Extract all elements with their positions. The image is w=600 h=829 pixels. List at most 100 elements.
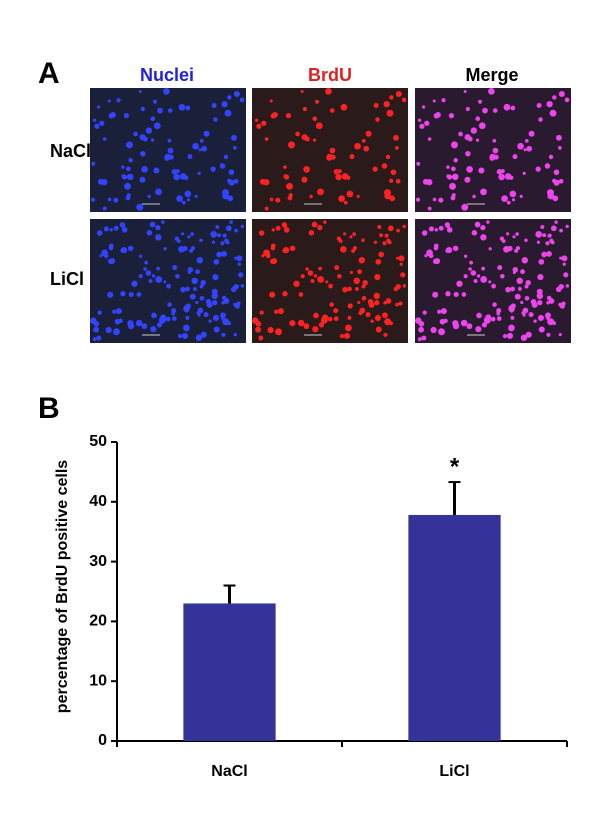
cell [398,255,405,262]
cell [167,147,174,154]
cell [553,169,560,176]
cell [548,298,555,304]
cell [386,238,391,244]
cell [323,220,327,224]
cell [349,270,353,275]
cell [453,158,458,163]
cell [315,99,319,104]
cell [135,319,143,327]
cell [503,103,511,111]
cell [512,154,518,160]
cell [428,253,434,259]
cell [185,286,190,292]
cell [461,203,469,211]
cell [501,239,506,243]
cell [113,197,119,203]
cell [217,233,222,238]
micrograph-background [252,219,408,343]
cell [123,113,130,119]
cell [496,311,501,316]
cell [118,318,123,324]
cell [270,245,276,251]
cell [153,122,161,130]
cell [445,248,451,253]
cell [180,286,186,293]
x-tick-label: LiCl [439,763,469,780]
cell [96,335,102,341]
cell [417,337,422,342]
cell [515,232,519,236]
cell [107,197,112,202]
cell [283,174,288,179]
cell [511,198,516,202]
cell [264,206,269,211]
cell [224,109,232,117]
cell [334,265,340,271]
cell [473,278,478,283]
cell [187,154,193,160]
cell [343,232,347,236]
cell [131,280,138,287]
cell [136,292,142,297]
cell [115,308,122,315]
cell [94,123,100,129]
cell [432,258,439,265]
cell [120,291,126,297]
error-bar [448,481,461,515]
cell [491,283,496,289]
cell [393,134,399,141]
cell [446,174,451,179]
cell [448,113,455,119]
cell [231,134,237,141]
column-header: Nuclei [140,65,194,85]
cell [223,154,229,160]
cell [451,193,456,198]
cell [402,284,407,288]
cell [303,166,310,173]
cell [213,259,220,265]
cell [565,284,570,288]
cell [189,248,194,253]
cell [145,127,153,134]
cell [91,161,96,166]
cell [227,95,232,100]
cell [153,167,160,174]
cell [537,299,543,306]
cell [362,280,368,286]
cell [373,292,380,300]
cell [113,225,119,231]
cell [444,222,450,228]
cell [506,200,511,205]
cell [466,166,473,173]
cell [373,102,379,109]
cell [358,257,366,264]
cell [210,166,216,172]
cell [365,130,372,137]
cell [555,286,562,293]
cell [469,260,474,265]
cell [99,254,103,258]
column-header: BrdU [308,65,352,85]
cell [142,136,148,142]
cell [401,97,407,103]
cell [144,260,149,265]
cell [367,298,374,305]
cell [277,308,284,315]
cell [545,241,550,246]
cell [374,314,381,321]
cell [554,220,558,224]
y-tick-label: 0 [98,732,107,749]
cell [432,99,436,103]
cell [383,332,388,337]
cell [538,326,545,333]
cell [524,295,530,301]
cell [325,280,329,284]
cell [345,324,352,332]
cell [461,292,467,297]
cell [92,337,97,342]
cell [203,312,209,318]
cell [150,116,156,122]
cell [141,323,148,330]
cell [470,270,477,276]
cell [540,225,545,229]
